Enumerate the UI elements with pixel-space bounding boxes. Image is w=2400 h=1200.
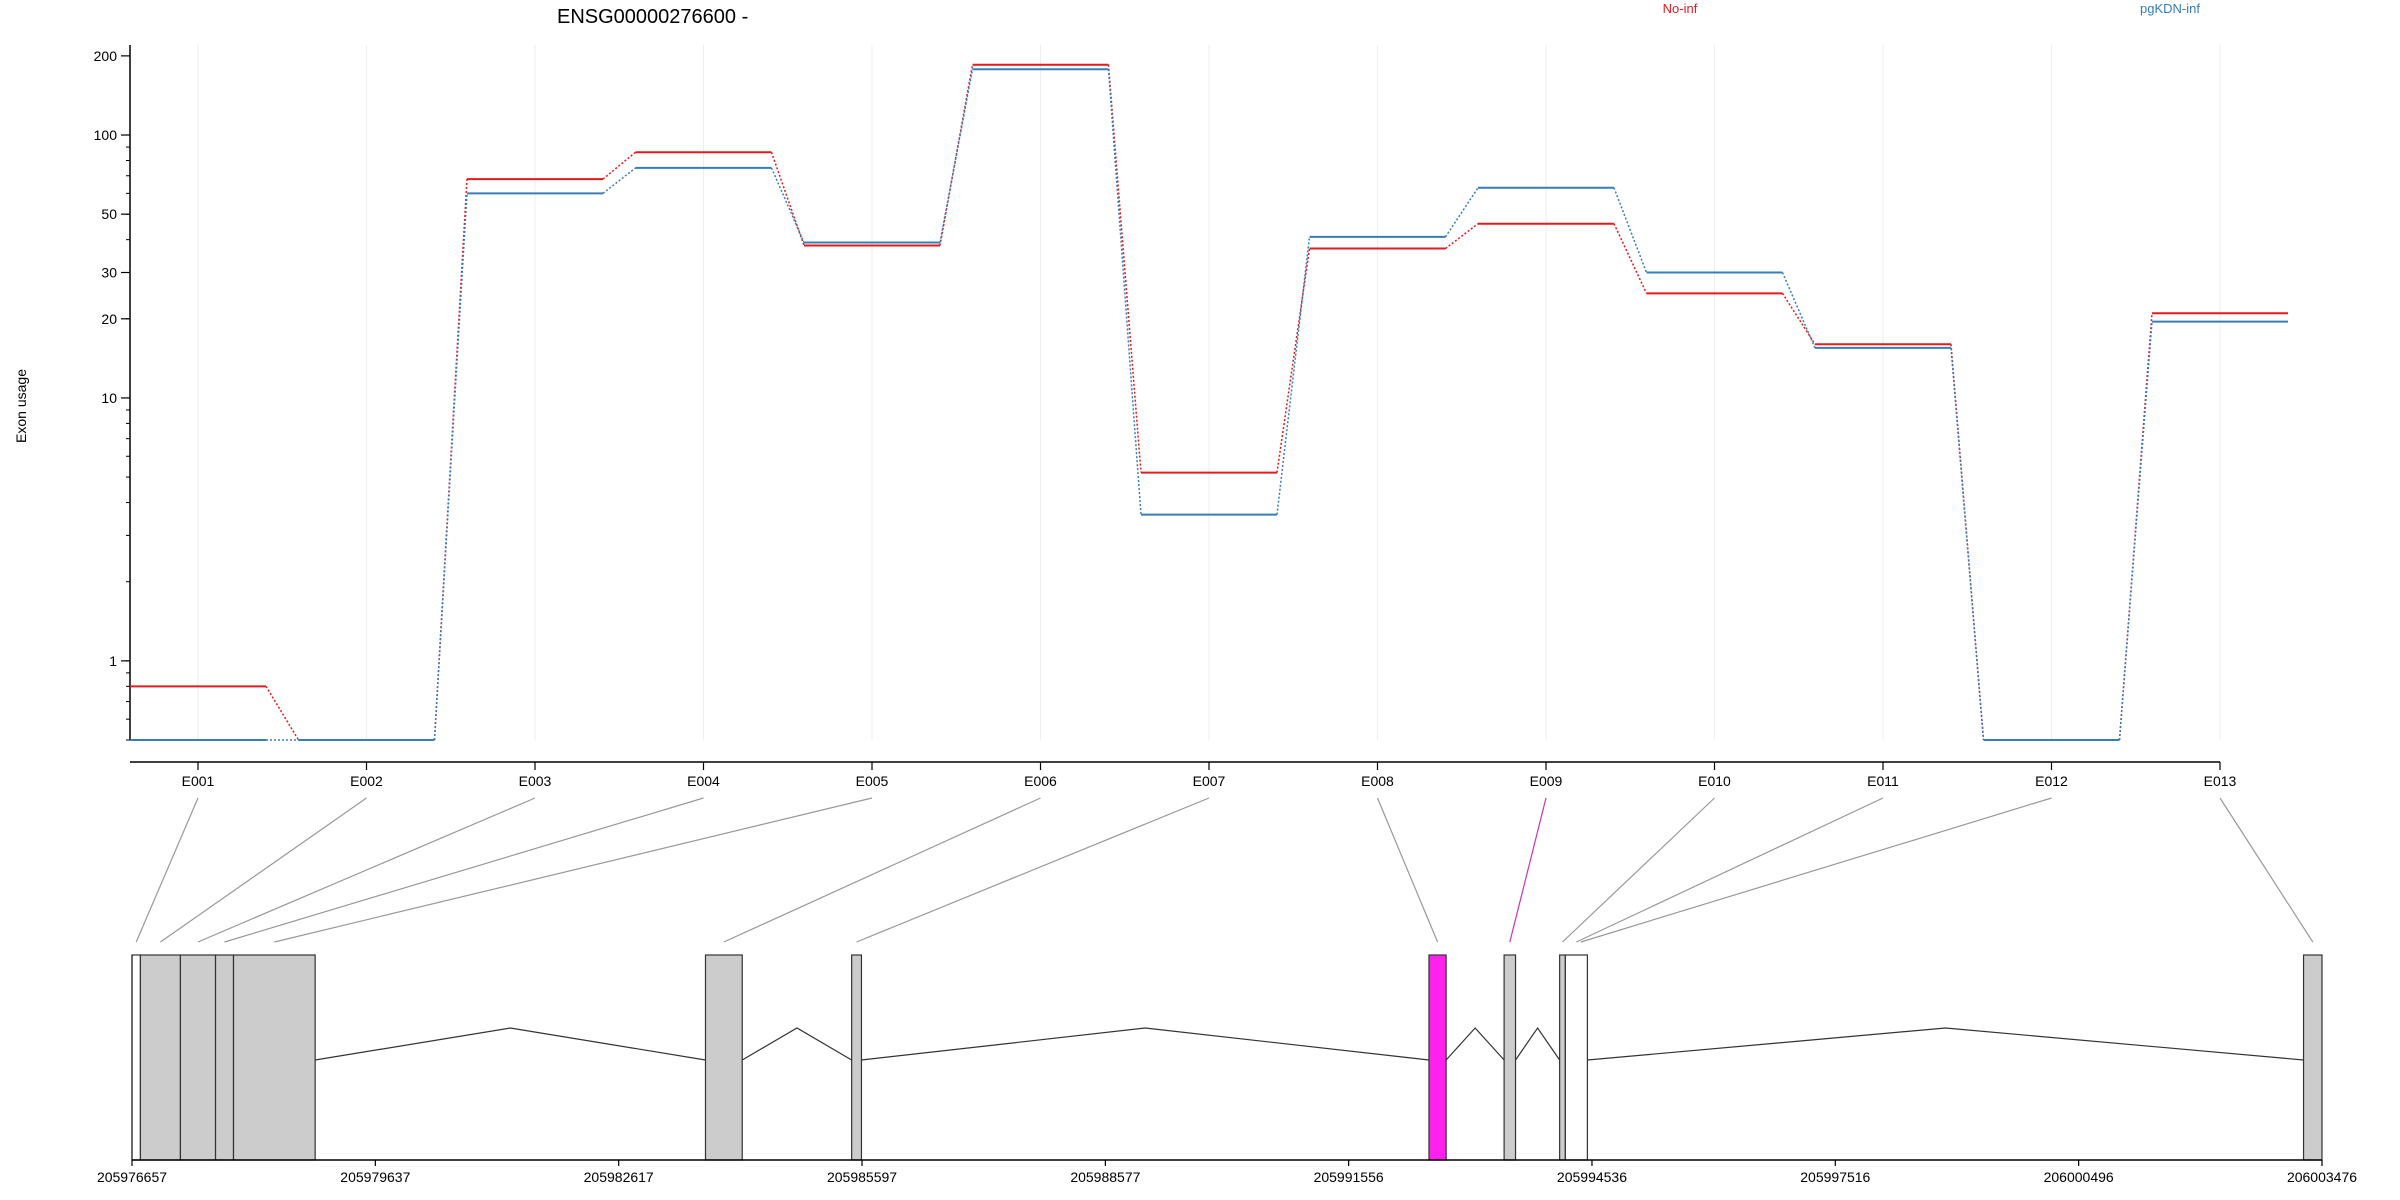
intron [741, 1027, 852, 1061]
series-connector [939, 64, 974, 246]
exon-connector [1580, 797, 2052, 943]
series-connector [265, 685, 300, 741]
exon-connector [856, 797, 1210, 943]
y-axis-label: Exon usage [13, 369, 29, 443]
genomic-coordinate-axis: 205976657 205979637 205982617 205985597 2059… [97, 955, 2357, 1185]
series-connector [939, 69, 974, 243]
exon-connector [1376, 797, 1439, 943]
coord-tick-label: 205979637 [340, 1169, 410, 1185]
x-tick-label: E001 [182, 773, 215, 789]
series-connector [1276, 236, 1311, 515]
x-tick-label: E012 [2035, 773, 2068, 789]
intron [1445, 1027, 1505, 1061]
intron [1587, 1027, 2304, 1061]
x-tick-label: E010 [1698, 773, 1731, 789]
series-connector [1444, 187, 1479, 238]
exon-connector [160, 797, 367, 943]
x-tick-label: E002 [350, 773, 383, 789]
series-connector [1445, 223, 1479, 250]
y-tick-label: 10 [101, 390, 117, 406]
exon-box [139, 954, 182, 1161]
series-connector [770, 152, 805, 246]
series-connector [602, 167, 636, 194]
series-connector [1950, 347, 1985, 741]
grid-lines [197, 45, 2221, 740]
coord-tick-label: 205988577 [1070, 1169, 1140, 1185]
exon-box [179, 954, 217, 1161]
exon-connector [1576, 797, 1884, 943]
y-tick-label: 1 [109, 653, 117, 669]
coord-tick-label: 205991556 [1314, 1169, 1384, 1185]
series-connector [1107, 64, 1142, 473]
series-connector [602, 151, 636, 180]
chart-title: ENSG00000276600 - [557, 6, 748, 28]
exon-box [214, 954, 235, 1161]
coord-tick-label: 205994536 [1557, 1169, 1627, 1185]
coord-tick-label: 205982617 [584, 1169, 654, 1185]
exon-box [851, 954, 863, 1161]
exon-connector [1562, 797, 1715, 943]
x-tick-label: E003 [519, 773, 552, 789]
intron [861, 1027, 1430, 1061]
y-tick-label: 20 [101, 311, 117, 327]
y-tick-label: 100 [94, 127, 118, 143]
gene-model [131, 954, 2323, 1161]
x-tick-label: E004 [687, 773, 720, 789]
y-tick-label: 30 [101, 264, 117, 280]
series-connector [1613, 223, 1648, 294]
coord-tick-label: 205985597 [827, 1169, 897, 1185]
y-tick-label: 200 [94, 48, 118, 64]
exon-connector [135, 797, 199, 943]
x-tick-label: E006 [1024, 773, 1057, 789]
exon-box [131, 954, 142, 1161]
y-tick-label: 50 [101, 206, 117, 222]
x-axis: E001 E002 E003 E004 E005 E006 E007 E008 E009 E010… [130, 761, 2237, 789]
series-connector [1276, 248, 1311, 473]
x-tick-label: E008 [1361, 773, 1394, 789]
intron [1515, 1026, 1561, 1061]
exon-box [2302, 954, 2323, 1161]
exon-box [704, 954, 743, 1161]
series-connector [770, 167, 805, 243]
exon-connectors [135, 797, 2314, 943]
series-connector [1107, 69, 1142, 515]
exon-box [1503, 954, 1517, 1161]
exon-connector [723, 797, 1041, 943]
exon-box [232, 954, 316, 1161]
exon-connector [1509, 797, 1547, 943]
exon-box [1564, 954, 1588, 1161]
legend-no-inf: No-inf [1663, 1, 1698, 16]
x-tick-label: E007 [1193, 773, 1226, 789]
exon-connector [2219, 797, 2314, 943]
coord-tick-label: 205976657 [97, 1169, 167, 1185]
series-connector [433, 193, 468, 741]
series-connector [1613, 187, 1648, 273]
x-tick-label: E011 [1867, 773, 1899, 789]
exon-box [1428, 954, 1447, 1161]
exon-connector [274, 797, 873, 943]
exon-connector [197, 797, 536, 943]
series-connector [2118, 321, 2153, 741]
series-2 [130, 68, 2288, 741]
legend-pgkdn-inf: pgKDN-inf [2140, 1, 2200, 16]
coord-tick-label: 206003476 [2287, 1169, 2357, 1185]
coord-tick-label: 205997516 [1800, 1169, 1870, 1185]
exon-box [1559, 954, 1566, 1161]
series-connector [1781, 272, 1816, 349]
y-axis: 1 10 20 30 50 100 200 [94, 45, 131, 741]
exon-connector [224, 797, 704, 943]
x-tick-label: E009 [1530, 773, 1563, 789]
x-tick-label: E005 [856, 773, 889, 789]
coord-tick-label: 206000496 [2044, 1169, 2114, 1185]
x-tick-label: E013 [2204, 773, 2237, 789]
series-lines [130, 63, 2288, 741]
intron [315, 1027, 706, 1061]
